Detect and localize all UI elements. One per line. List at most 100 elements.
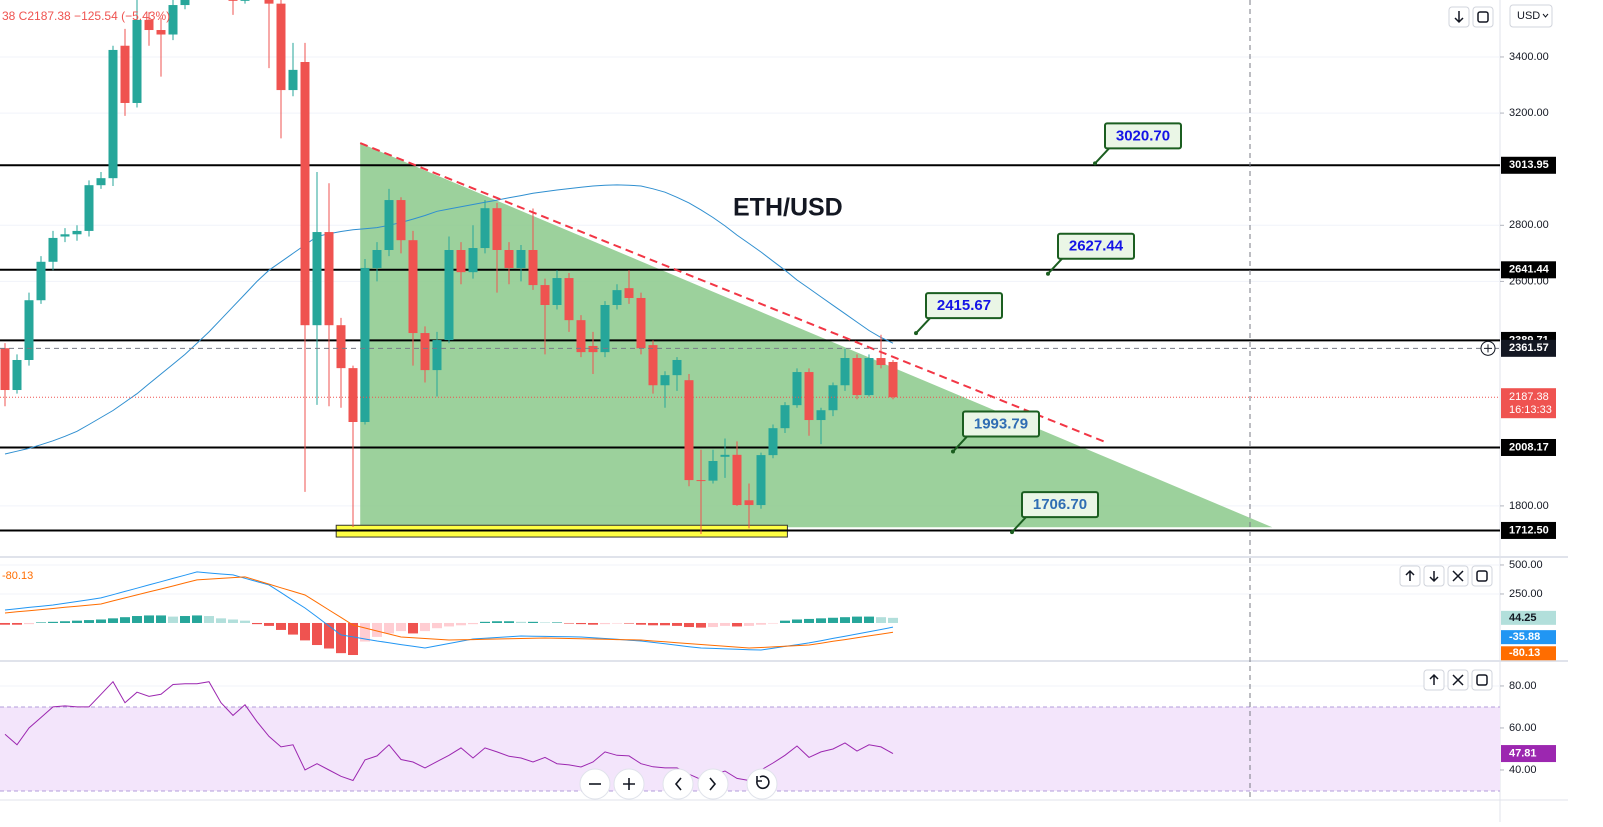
histogram-bar xyxy=(120,617,130,623)
price-label: 2361.57 xyxy=(1509,342,1549,354)
histogram-bar xyxy=(468,622,478,625)
histogram-bar xyxy=(876,617,886,623)
maximize-button[interactable] xyxy=(1471,669,1493,691)
y-tick-label: 80.00 xyxy=(1509,680,1537,692)
trendline xyxy=(359,142,1109,444)
callout-box xyxy=(962,410,1040,438)
candle-body xyxy=(744,500,754,506)
callout-pointer xyxy=(952,435,968,453)
histogram-bar xyxy=(312,622,322,646)
y-tick-label: 60.00 xyxy=(1509,722,1537,734)
toolbar-top[interactable]: USD xyxy=(1448,4,1553,28)
maximize-button[interactable] xyxy=(1472,6,1494,28)
macd-header: -80.13 xyxy=(2,570,33,582)
price-label-bg xyxy=(1501,261,1556,279)
histogram-bar xyxy=(684,622,694,628)
icon xyxy=(1429,673,1439,685)
histogram-bar xyxy=(372,622,382,637)
histogram-bar xyxy=(396,622,406,632)
histogram-bar xyxy=(0,622,10,625)
candle-body xyxy=(672,359,682,376)
callout-pointer xyxy=(1047,258,1063,275)
candle-body xyxy=(576,320,586,353)
y-tick-label: 2800.00 xyxy=(1509,219,1549,231)
callout-label: 1706.70 xyxy=(1033,496,1087,513)
histogram-bar xyxy=(432,622,442,629)
icon xyxy=(623,778,635,790)
callout-box xyxy=(925,292,1003,320)
histogram-bar xyxy=(516,621,526,623)
candle-body xyxy=(312,232,322,326)
histogram-bar xyxy=(240,620,250,623)
macd-line xyxy=(4,571,894,651)
price-label: 1712.50 xyxy=(1509,524,1549,536)
histogram-bar xyxy=(888,617,898,623)
candle-body xyxy=(264,0,274,4)
time-axis xyxy=(0,800,1568,822)
histogram-bar xyxy=(360,622,370,642)
callout-anchor xyxy=(1093,161,1097,166)
ohlc-header: 38 C2187.38 −125.54 (−5.43%) xyxy=(2,9,170,23)
histogram-bar xyxy=(132,616,142,623)
scroll-left-button[interactable] xyxy=(662,768,694,800)
histogram-bar xyxy=(840,617,850,623)
icon xyxy=(1476,674,1488,686)
histogram-bar xyxy=(804,618,814,623)
histogram-bar xyxy=(552,622,562,623)
histogram-bar xyxy=(480,621,490,623)
candle-body xyxy=(36,261,46,301)
histogram-bar xyxy=(300,622,310,641)
price-label-bg xyxy=(1501,610,1556,625)
icon xyxy=(1429,571,1439,583)
histogram-bar xyxy=(216,618,226,623)
icon xyxy=(1477,11,1489,23)
candle-body xyxy=(588,345,598,353)
histogram-bar xyxy=(348,622,358,656)
bottom-toolbar[interactable] xyxy=(579,768,778,800)
rsi-pane-buttons[interactable] xyxy=(1423,669,1493,691)
histogram-bar xyxy=(492,621,502,623)
candle-body xyxy=(816,410,826,421)
maximize-button[interactable] xyxy=(1471,565,1493,587)
scroll-right-button[interactable] xyxy=(697,768,729,800)
reset-button[interactable] xyxy=(746,768,778,800)
price-label: -35.88 xyxy=(1509,631,1540,643)
callout-pointer xyxy=(1094,147,1110,165)
price-label-bg xyxy=(1501,745,1556,763)
candle-body xyxy=(348,368,358,423)
candle-body xyxy=(144,19,154,31)
candle-body xyxy=(876,358,886,366)
histogram-bar xyxy=(828,617,838,623)
candle-body xyxy=(96,178,106,186)
histogram-bar xyxy=(612,622,622,624)
histogram-bar xyxy=(84,620,94,623)
candle-body xyxy=(444,250,454,341)
price-label-bg xyxy=(1501,646,1556,661)
candle-body xyxy=(336,325,346,369)
candle-body xyxy=(420,333,430,371)
candle-body xyxy=(828,385,838,411)
price-label: 44.25 xyxy=(1509,612,1537,624)
histogram-bar xyxy=(180,616,190,623)
histogram-bar xyxy=(168,616,178,623)
currency-button[interactable] xyxy=(1509,4,1553,28)
macd-pane-buttons[interactable] xyxy=(1399,565,1493,587)
candle-body xyxy=(840,358,850,386)
callout-anchor xyxy=(951,449,955,454)
histogram-bar xyxy=(264,622,274,626)
histogram-bar xyxy=(624,622,634,624)
candle-body xyxy=(300,62,310,326)
icon xyxy=(1452,570,1464,582)
icon xyxy=(1542,13,1549,18)
histogram-bar xyxy=(276,622,286,630)
candle-body xyxy=(612,290,622,305)
candle-body xyxy=(156,30,166,35)
histogram-bar xyxy=(456,622,466,626)
icon xyxy=(674,777,682,791)
candle-body xyxy=(276,3,286,91)
currency-label: USD xyxy=(1517,10,1540,22)
icon xyxy=(1476,570,1488,582)
histogram-bar xyxy=(672,622,682,626)
